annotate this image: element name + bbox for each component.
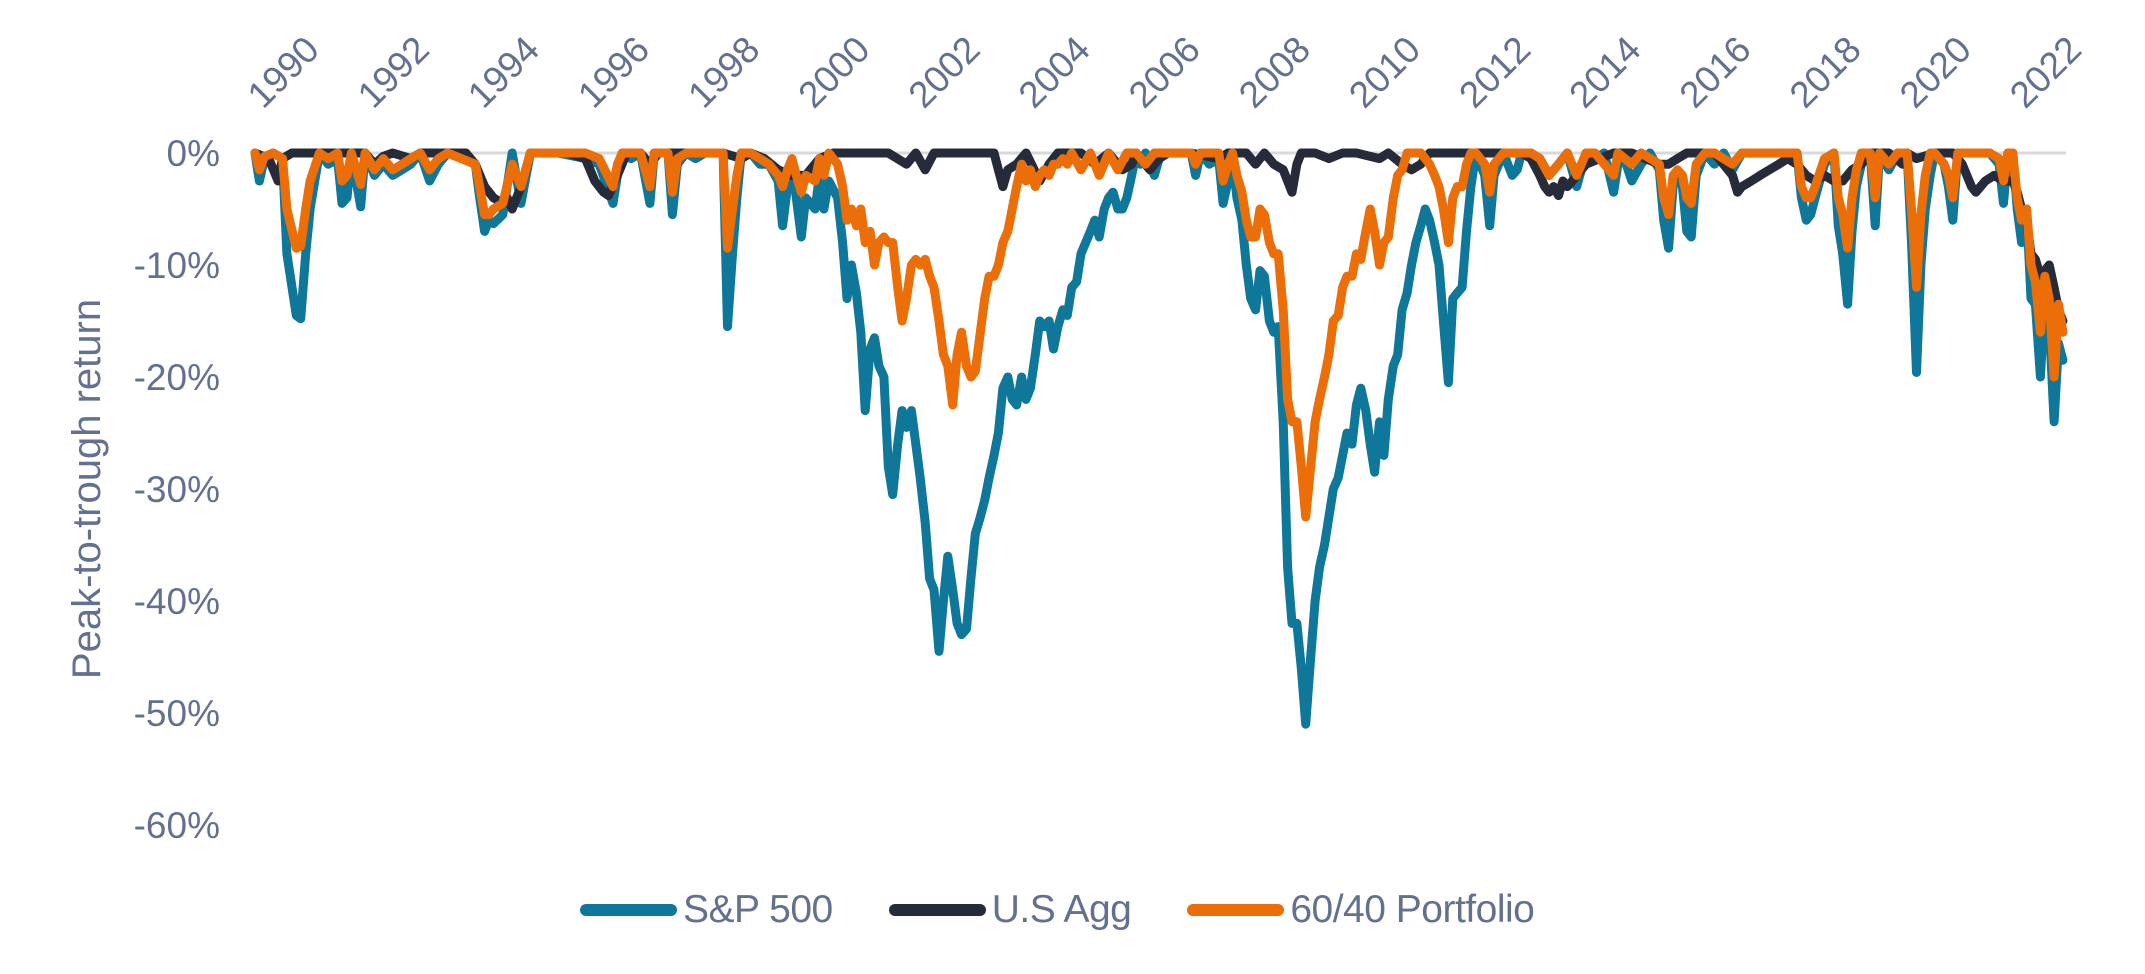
legend-label: U.S Agg: [991, 888, 1132, 931]
y-axis-tick-labels: 0% -10% -20% -30% -40% -50% -60%: [134, 133, 220, 846]
y-tick-label: -50%: [134, 693, 220, 734]
y-tick-label: 0%: [167, 133, 220, 174]
legend-item-sp500[interactable]: S&P 500: [580, 888, 833, 932]
x-tick-label: 2014: [1561, 28, 1648, 115]
series-lines: [250, 148, 2068, 729]
legend-swatch-6040: [1187, 904, 1285, 916]
legend-item-6040[interactable]: 60/40 Portfolio: [1187, 888, 1535, 932]
series-line-60-40-portfolio: [250, 148, 2068, 522]
x-tick-label: 2022: [2002, 28, 2089, 115]
y-tick-label: -20%: [134, 357, 220, 398]
x-tick-label: 1990: [240, 28, 327, 115]
y-tick-label: -60%: [134, 805, 220, 846]
legend: S&P 500 U.S Agg 60/40 Portfolio: [580, 884, 1590, 936]
legend-label: 60/40 Portfolio: [1290, 888, 1535, 931]
x-tick-label: 2018: [1782, 28, 1869, 115]
x-tick-label: 2012: [1451, 28, 1538, 115]
legend-swatch-sp500: [580, 904, 677, 916]
x-tick-label: 1992: [350, 28, 437, 115]
legend-swatch-us-agg: [888, 904, 986, 916]
y-tick-label: -40%: [134, 581, 220, 622]
series-line-u-s-agg: [250, 148, 2068, 326]
legend-label: S&P 500: [683, 888, 833, 931]
x-tick-label: 1994: [460, 28, 547, 115]
x-tick-label: 2010: [1341, 28, 1428, 115]
x-tick-label: 2004: [1011, 28, 1098, 115]
x-axis-tick-labels: 1990 1992 1994 1996 1998 2000 2002 2004 2006 2008…: [240, 28, 2089, 115]
legend-item-us-agg[interactable]: U.S Agg: [888, 888, 1132, 932]
x-tick-label: 1996: [570, 28, 657, 115]
y-tick-label: -10%: [134, 245, 220, 286]
y-tick-label: -30%: [134, 469, 220, 510]
x-tick-label: 2000: [790, 28, 877, 115]
x-tick-label: 2008: [1231, 28, 1318, 115]
series-line-s-p-500: [250, 148, 2068, 729]
x-tick-label: 2006: [1121, 28, 1208, 115]
x-tick-label: 2016: [1671, 28, 1758, 115]
x-tick-label: 1998: [680, 28, 767, 115]
x-tick-label: 2020: [1892, 28, 1979, 115]
x-tick-label: 2002: [901, 28, 988, 115]
y-axis-title: Peak-to-trough return: [65, 299, 109, 679]
